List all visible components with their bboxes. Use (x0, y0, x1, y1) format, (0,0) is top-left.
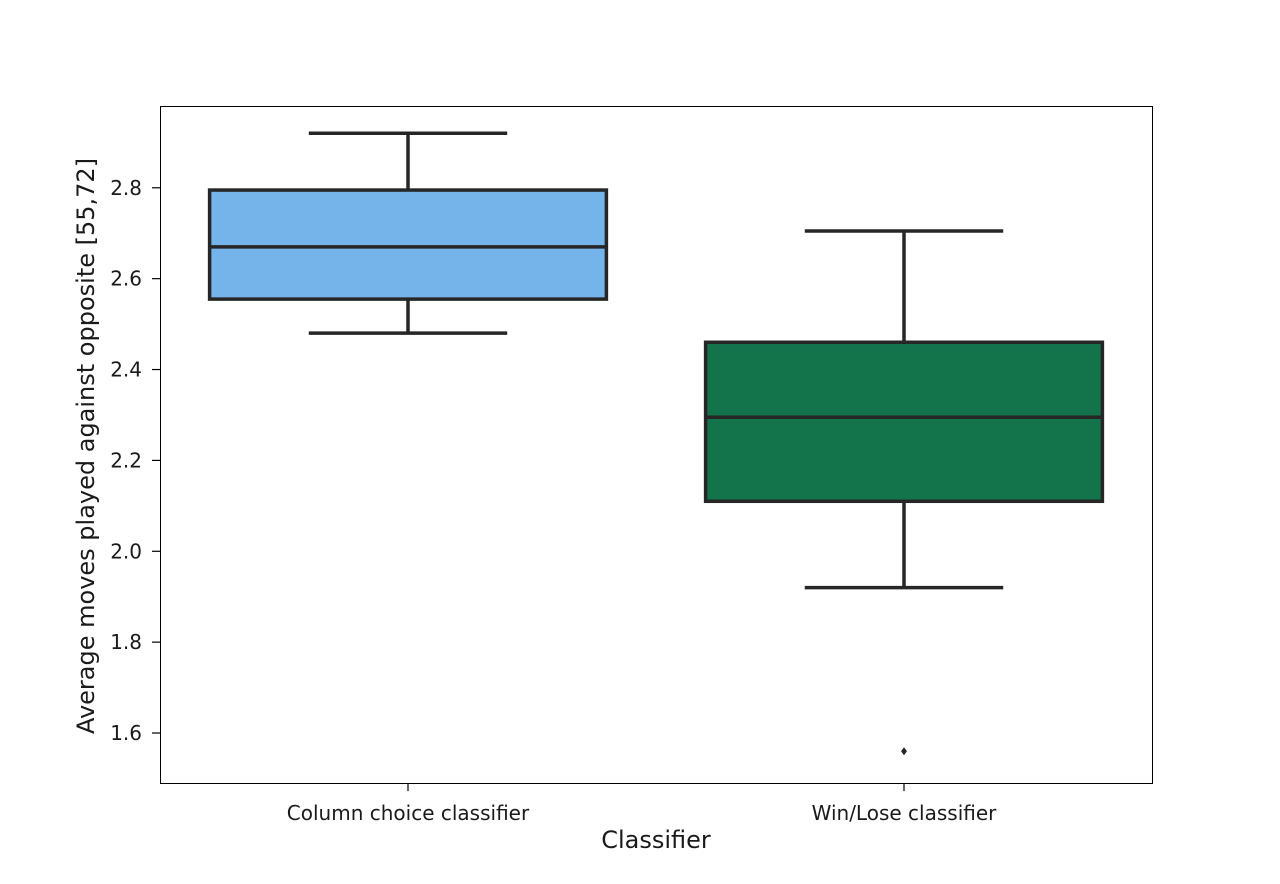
y-tick-label: 2.8 (110, 176, 142, 200)
plot-frame (160, 106, 1153, 784)
box-iqr (703, 340, 1105, 504)
y-tick-label: 2.6 (110, 267, 142, 291)
outlier-point (901, 747, 907, 756)
box-group (703, 229, 1105, 756)
x-tick-label: Column choice classifier (287, 801, 530, 825)
y-tick-label: 2.0 (110, 539, 142, 563)
marks-layer (207, 131, 1105, 756)
y-tick-label: 2.2 (110, 448, 142, 472)
x-axis-label: Classifier (601, 826, 711, 854)
box-group (207, 131, 609, 335)
y-tick-label: 1.6 (110, 721, 142, 745)
x-axis: Column choice classifier Win/Lose classif… (287, 783, 997, 825)
y-tick-label: 1.8 (110, 630, 142, 654)
y-axis-label: Average moves played against opposite [5… (72, 158, 100, 734)
x-tick-label: Win/Lose classifier (812, 801, 998, 825)
y-tick-label: 2.4 (110, 358, 142, 382)
y-axis: 1.6 1.8 2.0 2.2 2.4 2.6 2.8 (110, 176, 160, 745)
box-iqr (207, 188, 609, 301)
